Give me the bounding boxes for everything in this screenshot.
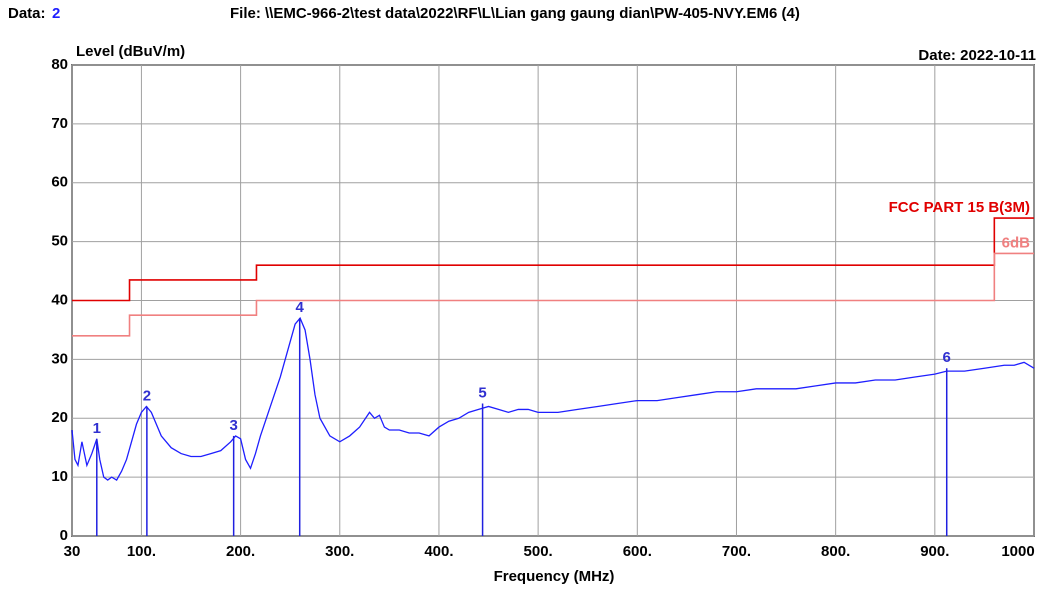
series-label: 6dB — [1002, 234, 1031, 251]
data-label: Data: — [8, 5, 46, 22]
y-tick-label: 30 — [51, 350, 68, 367]
data-value: 2 — [52, 5, 60, 22]
marker-label: 6 — [943, 349, 951, 366]
marker-label: 5 — [478, 385, 486, 402]
x-tick-label: 400. — [424, 543, 453, 560]
y-tick-label: 10 — [51, 468, 68, 485]
file-path: File: \\EMC-966-2\test data\2022\RF\L\Li… — [230, 5, 800, 22]
trace — [71, 316, 1035, 481]
x-axis-title: Frequency (MHz) — [494, 568, 615, 585]
x-tick-label: 600. — [623, 543, 652, 560]
y-tick-label: 40 — [51, 291, 68, 308]
x-tick-label: 500. — [524, 543, 553, 560]
y-tick-label: 0 — [60, 527, 68, 544]
y-tick-label: 80 — [51, 56, 68, 73]
limit-line — [72, 252, 1034, 337]
x-tick-label: 900. — [920, 543, 949, 560]
marker-label: 4 — [296, 299, 305, 316]
y-tick-label: 50 — [51, 233, 68, 250]
marker-label: 1 — [93, 420, 101, 437]
marker-label: 2 — [143, 387, 151, 404]
limit-line — [72, 217, 1034, 302]
x-tick-label: 700. — [722, 543, 751, 560]
x-tick-label: 100. — [127, 543, 156, 560]
marker-label: 3 — [229, 417, 237, 434]
x-tick-label: 300. — [325, 543, 354, 560]
x-tick-label: 800. — [821, 543, 850, 560]
y-axis-title: Level (dBuV/m) — [76, 43, 185, 60]
x-tick-label: 30 — [64, 543, 81, 560]
series-label: FCC PART 15 B(3M) — [889, 199, 1030, 216]
y-tick-label: 60 — [51, 174, 68, 191]
x-tick-label: 1000 — [1001, 543, 1034, 560]
x-tick-label: 200. — [226, 543, 255, 560]
y-tick-label: 70 — [51, 115, 68, 132]
date: Date: 2022-10-11 — [918, 47, 1036, 64]
y-tick-label: 20 — [51, 409, 68, 426]
